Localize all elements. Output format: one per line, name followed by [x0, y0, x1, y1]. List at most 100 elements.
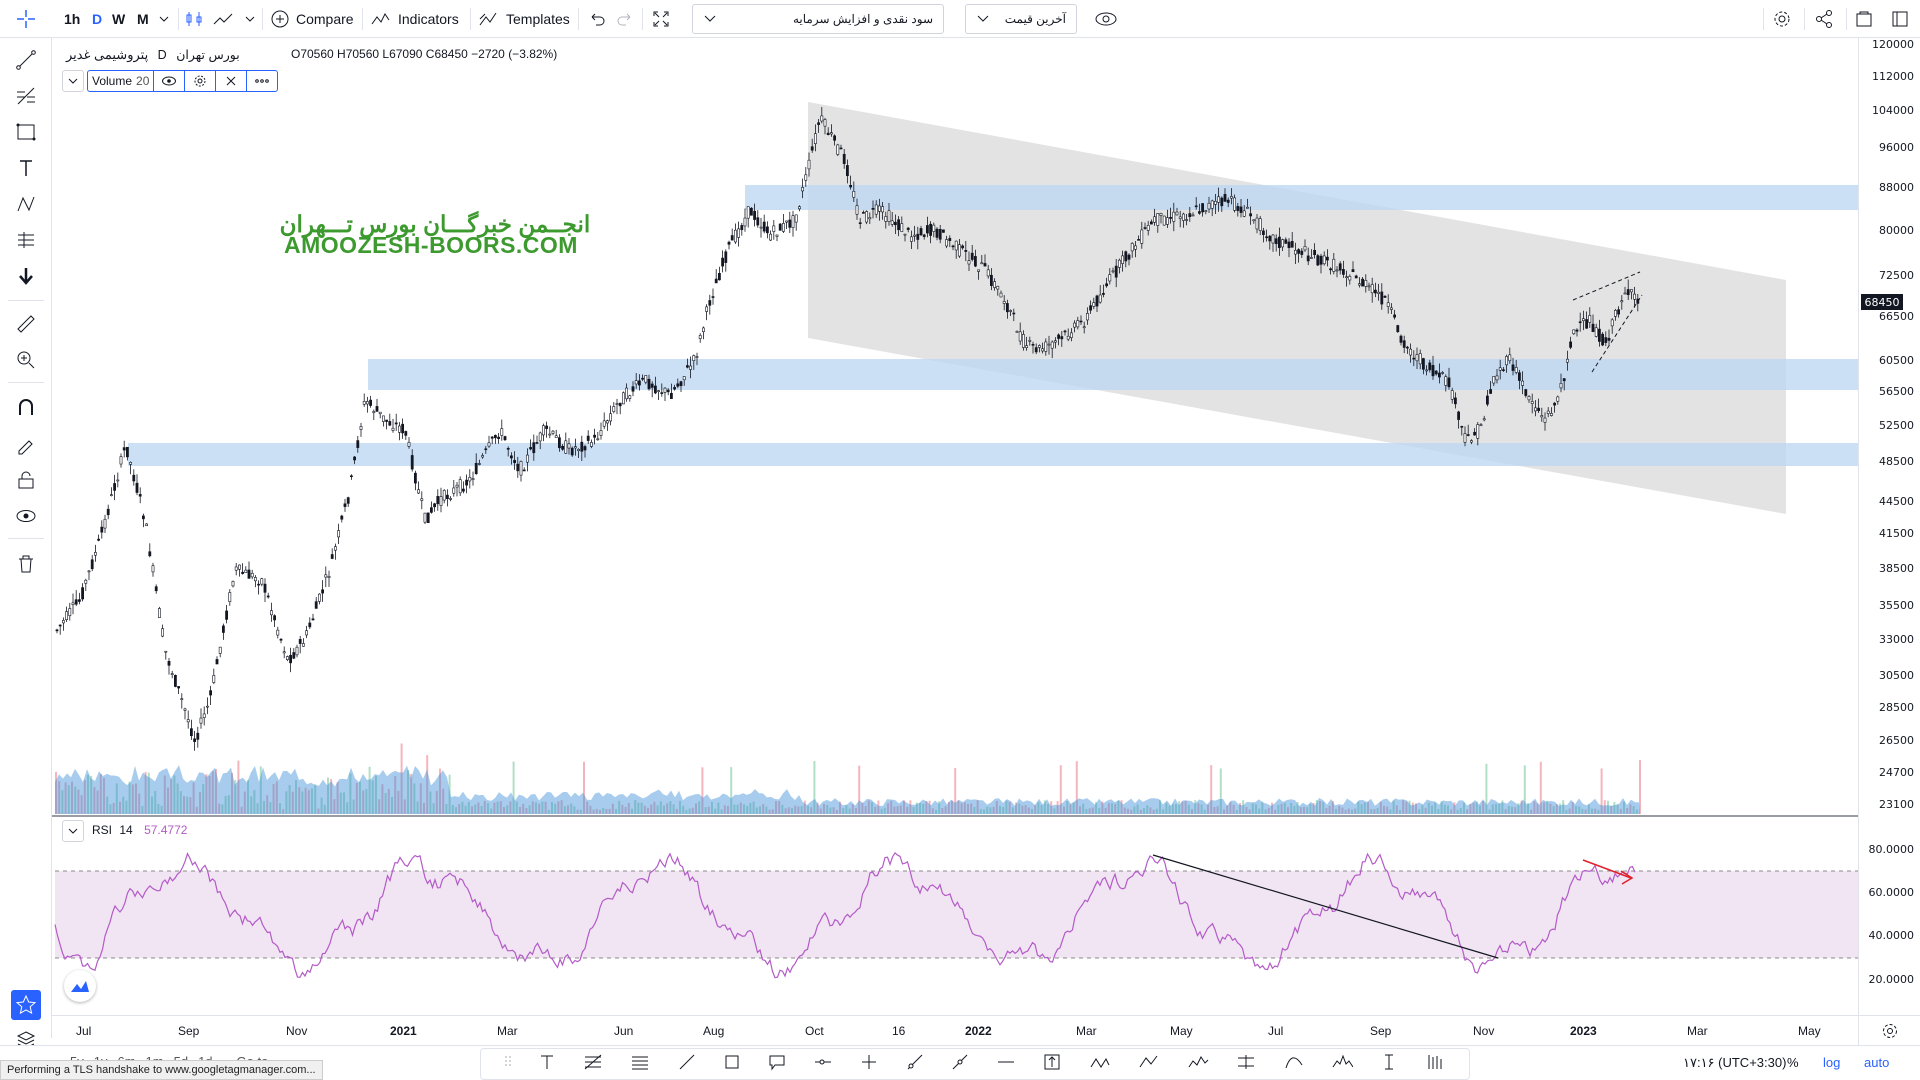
trend-line-icon[interactable]: [678, 1053, 696, 1076]
share-icon[interactable]: [1814, 4, 1834, 34]
horizontal-ray-icon[interactable]: [813, 1053, 833, 1076]
text-tool-icon[interactable]: [538, 1053, 556, 1076]
trend-line-icon[interactable]: [12, 46, 40, 74]
forecast-icon[interactable]: [1236, 1053, 1256, 1076]
timeframe-1h[interactable]: 1h: [64, 11, 81, 27]
crosshair-line-icon[interactable]: [860, 1053, 878, 1076]
xabcd-pattern-icon[interactable]: [1089, 1053, 1111, 1076]
fib-retracement-icon[interactable]: [583, 1053, 603, 1076]
symbol-legend[interactable]: پتروشیمی غدیر D بورس تهران: [66, 47, 240, 63]
rectangle-tool-icon[interactable]: [12, 118, 40, 146]
curve-icon[interactable]: [1284, 1053, 1304, 1076]
gear-icon[interactable]: [1772, 4, 1792, 34]
collapse-legend-button[interactable]: [62, 70, 84, 92]
price-range-icon[interactable]: [1043, 1053, 1061, 1076]
extended-line-icon[interactable]: [951, 1053, 969, 1076]
crosshair-icon[interactable]: [0, 4, 52, 34]
magnet-icon[interactable]: [12, 394, 40, 422]
fib-tool-icon[interactable]: [12, 82, 40, 110]
volume-bar: [1299, 807, 1302, 814]
volume-bar: [631, 808, 633, 814]
gear-icon[interactable]: [1858, 1015, 1920, 1045]
resistance-zone-88000[interactable]: [745, 185, 1858, 210]
rsi-trendline[interactable]: [1152, 854, 1499, 959]
volume-indicator-legend[interactable]: Volume 20: [87, 70, 279, 92]
horizontal-lines-icon[interactable]: [630, 1053, 650, 1076]
eye-icon[interactable]: [1094, 4, 1118, 34]
timeframe-w[interactable]: W: [112, 11, 126, 27]
candles-icon[interactable]: [184, 4, 204, 34]
candle-body: [829, 132, 833, 135]
candle-body: [762, 221, 766, 232]
forecast-tool-icon[interactable]: [12, 226, 40, 254]
elliott-wave-icon[interactable]: [1187, 1053, 1209, 1076]
volume-bar: [1168, 805, 1171, 814]
log-scale-toggle[interactable]: log: [1823, 1055, 1841, 1070]
arrow-down-icon[interactable]: [12, 262, 40, 290]
ruler-icon[interactable]: [12, 310, 40, 338]
unlock-icon[interactable]: [12, 466, 40, 494]
chevron-down-icon[interactable]: [244, 4, 256, 34]
support-zone-48500[interactable]: [128, 443, 1858, 466]
timeframe-d[interactable]: D: [92, 11, 103, 27]
zoom-in-icon[interactable]: [12, 346, 40, 374]
measure-icon[interactable]: [1380, 1053, 1398, 1076]
trash-icon[interactable]: [12, 550, 40, 578]
rsi-legend[interactable]: RSI 14 57.4772: [92, 823, 187, 837]
candle-body: [490, 436, 494, 439]
candle-body: [1476, 424, 1480, 439]
abcd-pattern-icon[interactable]: [1138, 1053, 1160, 1076]
candle-body: [775, 234, 779, 237]
text-tool-icon[interactable]: [12, 154, 40, 182]
clock-timezone[interactable]: ۱۷:۱۶ (UTC+3:30): [1683, 1055, 1787, 1070]
percent-scale-toggle[interactable]: %: [1787, 1055, 1799, 1070]
support-zone-58000[interactable]: [368, 359, 1858, 390]
redo-icon[interactable]: [616, 4, 634, 34]
volume-bar: [1037, 801, 1040, 814]
candle-body: [119, 456, 123, 465]
volume-bar: [1117, 800, 1120, 814]
more-icon[interactable]: [246, 71, 277, 91]
indicators-button[interactable]: Indicators: [370, 4, 459, 34]
head-shoulders-icon[interactable]: [1331, 1053, 1354, 1076]
auto-scale-toggle[interactable]: auto: [1864, 1055, 1890, 1070]
volume-bar: [416, 801, 419, 814]
callout-icon[interactable]: [768, 1053, 786, 1076]
volume-bar: [839, 801, 841, 814]
volume-bar: [58, 781, 61, 814]
price-scale[interactable]: 120000 112000 104000 96000 88000 80000 7…: [1858, 38, 1920, 1028]
pattern-tool-icon[interactable]: [12, 190, 40, 218]
drag-handle-icon[interactable]: [505, 1053, 511, 1076]
snapshot-icon[interactable]: [1854, 4, 1874, 34]
wedge-upper-line[interactable]: [1572, 271, 1641, 301]
rsi-divergence-arrow[interactable]: [1582, 859, 1632, 879]
eye-icon[interactable]: [153, 71, 184, 91]
gear-icon[interactable]: [184, 71, 215, 91]
templates-button[interactable]: Templates: [478, 4, 570, 34]
lock-drawing-icon[interactable]: [12, 430, 40, 458]
volume-profile-icon[interactable]: [1425, 1053, 1445, 1076]
favorites-star-icon[interactable]: [11, 990, 41, 1020]
collapse-rsi-button[interactable]: [62, 820, 84, 842]
candle-body: [1166, 217, 1169, 225]
wedge-lower-line[interactable]: [1591, 294, 1643, 373]
candle-body: [1287, 241, 1291, 249]
chevron-down-icon[interactable]: [158, 4, 170, 34]
layout-select[interactable]: سود نقدی و افزایش سرمایه: [692, 4, 944, 34]
horizontal-line-icon[interactable]: [996, 1053, 1016, 1076]
time-axis[interactable]: Jul Sep Nov 2021 Mar Jun Aug Oct 16 2022…: [52, 1015, 1858, 1045]
rectangle-icon[interactable]: [723, 1053, 741, 1076]
volume-bar: [144, 771, 147, 814]
eye-icon[interactable]: [12, 502, 40, 530]
line-chart-icon[interactable]: [212, 4, 234, 34]
timeframe-m[interactable]: M: [137, 11, 149, 27]
fullscreen-icon[interactable]: [651, 4, 671, 34]
close-icon[interactable]: [215, 71, 246, 91]
price-source-select[interactable]: آخرین قیمت: [965, 4, 1077, 34]
price-chart[interactable]: [52, 38, 1858, 1015]
undo-icon[interactable]: [588, 4, 606, 34]
expand-icon[interactable]: [1890, 4, 1910, 34]
tradingview-logo-icon[interactable]: [64, 970, 96, 1002]
ray-icon[interactable]: [906, 1053, 924, 1076]
compare-button[interactable]: Compare: [270, 4, 354, 34]
